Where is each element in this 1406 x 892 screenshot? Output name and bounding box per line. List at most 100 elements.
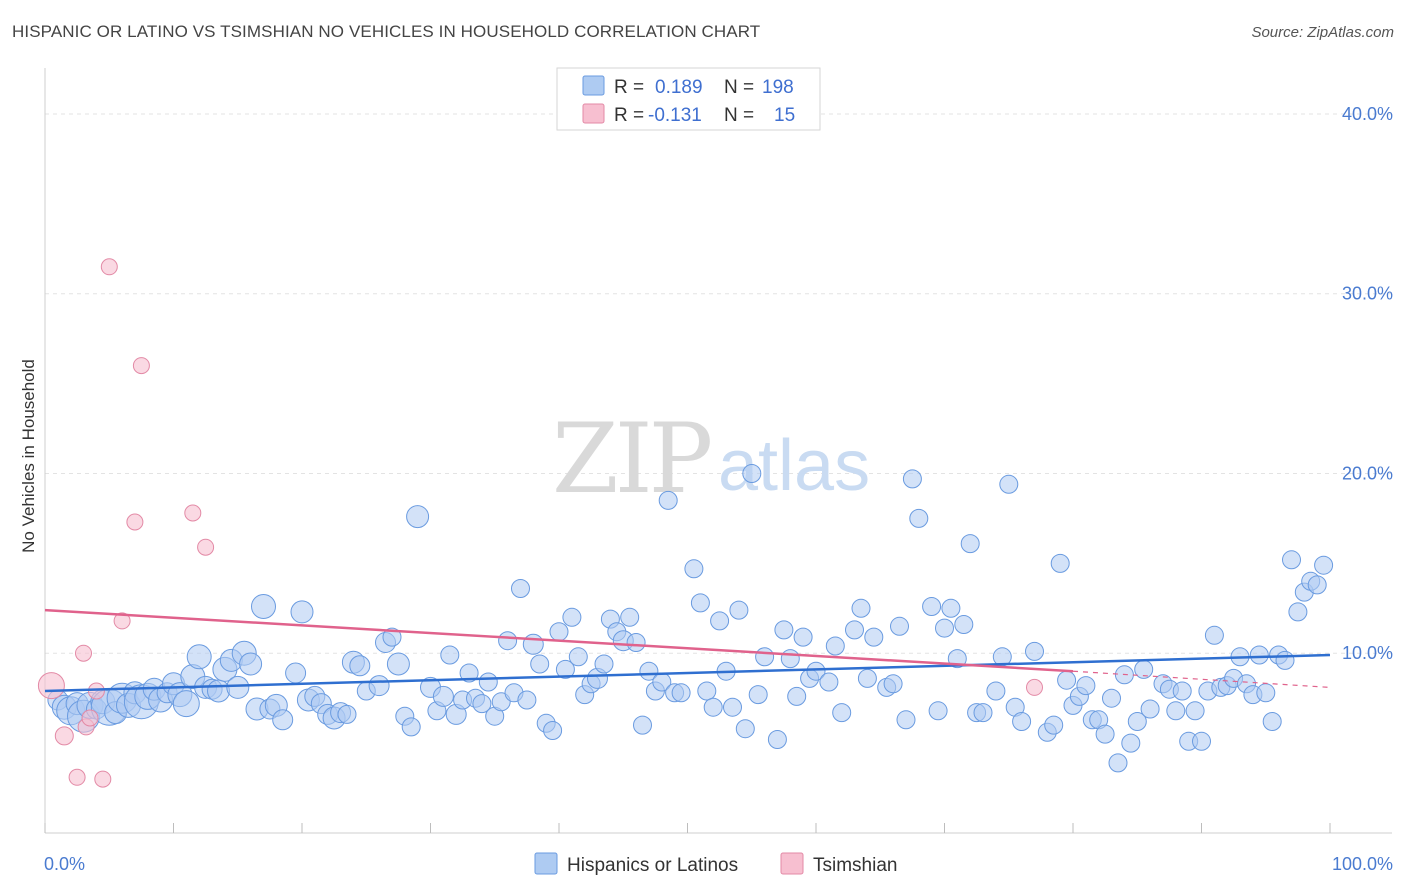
point-hispanics-22	[186, 644, 212, 670]
point-hispanics-151	[1095, 724, 1115, 744]
point-hispanics-97	[697, 681, 717, 701]
point-hispanics-136	[986, 681, 1006, 701]
point-hispanics-63	[472, 694, 492, 714]
legend-r-value-blue: 0.189	[655, 77, 703, 98]
legend-label-tsimshian: Tsimshian	[813, 855, 897, 876]
point-hispanics-119	[857, 668, 877, 688]
y-tick-label-0: 10.0%	[1342, 643, 1393, 663]
point-hispanics-128	[928, 701, 948, 721]
legend-swatch-hispanics	[534, 852, 558, 875]
point-tsimshian-6	[87, 682, 105, 700]
point-hispanics-67	[498, 631, 518, 651]
point-hispanics-88	[633, 715, 652, 735]
point-tsimshian-9	[113, 612, 131, 630]
point-tsimshian-7	[94, 770, 112, 788]
point-hispanics-155	[1121, 733, 1141, 753]
point-hispanics-51	[386, 652, 410, 676]
point-hispanics-99	[710, 611, 730, 631]
point-hispanics-114	[819, 672, 839, 692]
point-tsimshian-14	[1026, 678, 1043, 696]
point-hispanics-98	[703, 697, 723, 717]
point-hispanics-127	[922, 597, 942, 616]
point-hispanics-86	[620, 607, 640, 627]
point-hispanics-101	[723, 697, 742, 717]
point-hispanics-64	[478, 672, 498, 692]
point-hispanics-135	[973, 703, 993, 723]
point-hispanics-145	[1057, 670, 1077, 690]
point-hispanics-61	[459, 663, 479, 683]
point-hispanics-105	[748, 685, 768, 705]
y-tick-labels: 10.0% 20.0% 30.0% 40.0%	[1342, 104, 1393, 663]
point-hispanics-94	[671, 683, 691, 703]
point-hispanics-82	[594, 654, 614, 674]
y-axis-title: No Vehicles in Household	[19, 359, 38, 553]
legend-r-label-pink: R =	[614, 105, 644, 126]
point-hispanics-174	[1249, 645, 1269, 665]
point-hispanics-48	[368, 675, 390, 697]
legend-top: R = 0.189 N = 198 R = -0.131 N = 15	[556, 67, 821, 131]
point-hispanics-89	[639, 661, 659, 681]
point-hispanics-35	[272, 709, 294, 731]
legend-bottom: Hispanics or Latinos Tsimshian	[534, 852, 897, 876]
point-hispanics-96	[690, 593, 710, 613]
legend-n-label-blue: N =	[724, 77, 754, 98]
point-tsimshian-3	[75, 644, 92, 662]
point-hispanics-179	[1282, 550, 1301, 570]
point-hispanics-180	[1288, 602, 1308, 622]
y-tick-label-2: 30.0%	[1342, 284, 1393, 304]
point-hispanics-102	[729, 600, 749, 620]
point-hispanics-144	[1050, 553, 1070, 573]
point-hispanics-107	[767, 730, 787, 749]
trend-line-tsimshian-extension	[1072, 670, 1331, 688]
legend-n-label-pink: N =	[724, 105, 754, 126]
point-hispanics-120	[864, 627, 884, 647]
point-hispanics-141	[1025, 641, 1044, 661]
trend-lines	[44, 608, 1331, 693]
point-hispanics-54	[406, 505, 430, 529]
point-tsimshian-2	[68, 768, 86, 786]
point-hispanics-123	[890, 616, 909, 636]
point-tsimshian-0	[37, 672, 65, 700]
point-hispanics-50	[382, 627, 402, 647]
point-tsimshian-10	[126, 513, 144, 531]
point-hispanics-28	[226, 675, 250, 699]
point-hispanics-175	[1256, 683, 1276, 703]
point-hispanics-152	[1102, 688, 1121, 708]
point-hispanics-184	[1314, 555, 1334, 575]
point-hispanics-37	[290, 600, 314, 624]
source-credit: Source: ZipAtlas.com	[1251, 24, 1394, 41]
point-hispanics-32	[251, 594, 276, 619]
point-hispanics-158	[1140, 699, 1160, 719]
point-hispanics-77	[562, 607, 582, 627]
point-hispanics-143	[1044, 715, 1064, 735]
point-hispanics-122	[883, 674, 903, 694]
x-tick-label-0: 0.0%	[44, 854, 85, 874]
y-tick-label-1: 20.0%	[1342, 463, 1393, 483]
point-tsimshian-12	[184, 504, 202, 522]
point-tsimshian-5	[81, 709, 99, 727]
point-hispanics-53	[401, 717, 421, 737]
point-hispanics-72	[530, 654, 550, 674]
watermark-atlas: atlas	[718, 426, 870, 506]
y-tick-label-3: 40.0%	[1342, 104, 1393, 124]
point-hispanics-78	[568, 647, 588, 667]
point-hispanics-153	[1108, 753, 1128, 773]
point-hispanics-138	[999, 474, 1019, 494]
point-hispanics-30	[239, 652, 263, 676]
point-hispanics-167	[1204, 625, 1224, 645]
point-hispanics-164	[1185, 701, 1205, 721]
point-hispanics-108	[774, 620, 794, 640]
point-hispanics-115	[825, 636, 845, 656]
point-hispanics-116	[832, 703, 852, 723]
point-hispanics-109	[780, 649, 800, 669]
point-hispanics-87	[626, 633, 646, 652]
point-hispanics-156	[1127, 712, 1147, 731]
point-hispanics-129	[935, 618, 954, 638]
point-tsimshian-1	[54, 726, 74, 746]
point-hispanics-124	[896, 710, 916, 730]
trend-line-hispanics	[44, 653, 1331, 693]
point-hispanics-165	[1192, 731, 1211, 751]
chart-title: HISPANIC OR LATINO VS TSIMSHIAN NO VEHIC…	[12, 22, 761, 41]
point-hispanics-74	[543, 721, 563, 740]
